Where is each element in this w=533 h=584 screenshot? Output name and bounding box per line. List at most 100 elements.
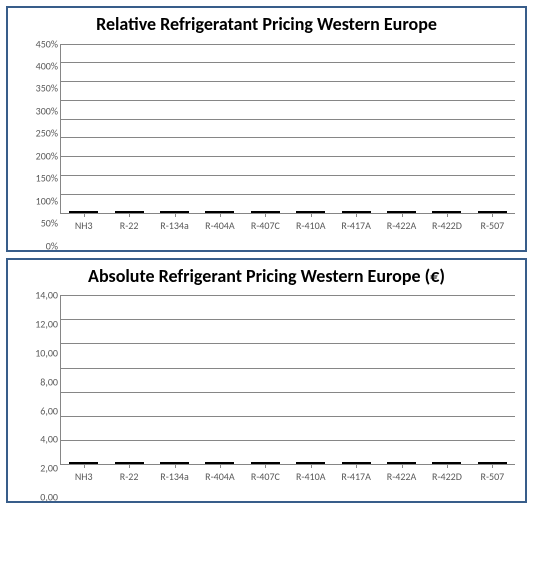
x-tick: [447, 213, 448, 217]
y-axis-label: 450%: [20, 37, 58, 50]
gridline: [61, 319, 515, 320]
gridline: [61, 368, 515, 369]
y-axis-label: 200%: [20, 149, 58, 162]
gridline: [61, 44, 515, 45]
bar-slot: R-422A: [379, 211, 424, 213]
x-tick: [175, 213, 176, 217]
x-tick: [492, 213, 493, 217]
y-axis-label: 150%: [20, 172, 58, 185]
x-axis-label: R-407C: [251, 219, 280, 232]
bar-slot: R-422D: [424, 211, 469, 213]
y-axis-label: 4,00: [20, 433, 58, 446]
bars-container: NH3R-22R-134aR-404AR-407CR-410AR-417AR-4…: [61, 295, 515, 464]
plot-area: NH3R-22R-134aR-404AR-407CR-410AR-417AR-4…: [60, 295, 515, 465]
x-axis-label: NH3: [75, 219, 93, 232]
x-tick: [129, 464, 130, 468]
gridline: [61, 175, 515, 176]
plot-area: NH3R-22R-134aR-404AR-407CR-410AR-417AR-4…: [60, 44, 515, 214]
y-axis-label: 14,00: [20, 289, 58, 302]
y-axis-label: 0,00: [20, 491, 58, 504]
gridline: [61, 194, 515, 195]
x-tick: [311, 213, 312, 217]
bar-slot: R-410A: [288, 462, 333, 464]
gridline: [61, 100, 515, 101]
chart-relative-pricing: Relative Refrigeratant Pricing Western E…: [6, 6, 527, 252]
y-axis-label: 8,00: [20, 375, 58, 388]
x-tick: [356, 464, 357, 468]
bar-slot: R-422A: [379, 462, 424, 464]
gridline: [61, 440, 515, 441]
x-tick: [356, 213, 357, 217]
bar-slot: R-410A: [288, 211, 333, 213]
y-axis-label: 2,00: [20, 462, 58, 475]
x-axis-label: R-134a: [160, 470, 189, 483]
x-axis-label: R-417A: [341, 219, 370, 232]
x-axis-label: R-422A: [387, 470, 416, 483]
bars-container: NH3R-22R-134aR-404AR-407CR-410AR-417AR-4…: [61, 44, 515, 213]
gridline: [61, 156, 515, 157]
bar-slot: R-417A: [333, 211, 378, 213]
gridline: [61, 416, 515, 417]
bar-slot: R-417A: [333, 462, 378, 464]
x-tick: [84, 464, 85, 468]
y-axis-label: 400%: [20, 60, 58, 73]
bar-slot: R-404A: [197, 462, 242, 464]
x-tick: [84, 213, 85, 217]
x-tick: [265, 464, 266, 468]
y-axis-label: 300%: [20, 104, 58, 117]
x-axis-label: NH3: [75, 470, 93, 483]
x-axis-label: R-407C: [251, 470, 280, 483]
x-axis-label: R-417A: [341, 470, 370, 483]
bar-slot: R-134a: [152, 211, 197, 213]
plot-wrap: NH3R-22R-134aR-404AR-407CR-410AR-417AR-4…: [18, 44, 515, 246]
chart-absolute-pricing: Absolute Refrigerant Pricing Western Eur…: [6, 258, 527, 504]
plot-wrap: NH3R-22R-134aR-404AR-407CR-410AR-417AR-4…: [18, 295, 515, 497]
gridline: [61, 119, 515, 120]
x-tick: [129, 213, 130, 217]
bar-slot: R-507: [470, 462, 515, 464]
bar-slot: R-507: [470, 211, 515, 213]
bar-slot: R-22: [106, 462, 151, 464]
x-axis-label: R-22: [120, 470, 139, 483]
x-axis-label: R-404A: [205, 470, 234, 483]
x-tick: [402, 213, 403, 217]
x-axis-label: R-134a: [160, 219, 189, 232]
y-axis-label: 10,00: [20, 346, 58, 359]
x-axis-label: R-410A: [296, 219, 325, 232]
bar-slot: R-134a: [152, 462, 197, 464]
chart-title: Relative Refrigeratant Pricing Western E…: [18, 14, 515, 36]
gridline: [61, 392, 515, 393]
x-tick: [175, 464, 176, 468]
x-axis-label: R-410A: [296, 470, 325, 483]
chart-title: Absolute Refrigerant Pricing Western Eur…: [18, 266, 515, 288]
bar-slot: R-422D: [424, 462, 469, 464]
bar-slot: R-407C: [243, 462, 288, 464]
gridline: [61, 62, 515, 63]
y-axis-label: 12,00: [20, 318, 58, 331]
x-axis-label: R-422D: [432, 470, 462, 483]
x-tick: [265, 213, 266, 217]
bar-slot: NH3: [61, 211, 106, 213]
y-axis-label: 350%: [20, 82, 58, 95]
x-axis-label: R-22: [120, 219, 139, 232]
x-axis-label: R-507: [481, 470, 505, 483]
y-axis-label: 250%: [20, 127, 58, 140]
gridline: [61, 295, 515, 296]
x-axis-label: R-404A: [205, 219, 234, 232]
x-tick: [220, 464, 221, 468]
y-axis-label: 100%: [20, 194, 58, 207]
x-axis-label: R-422A: [387, 219, 416, 232]
gridline: [61, 343, 515, 344]
y-axis-label: 6,00: [20, 404, 58, 417]
gridline: [61, 81, 515, 82]
x-tick: [447, 464, 448, 468]
x-tick: [220, 213, 221, 217]
y-axis-label: 0%: [20, 239, 58, 252]
bar-slot: R-407C: [243, 211, 288, 213]
x-tick: [311, 464, 312, 468]
x-axis-label: R-422D: [432, 219, 462, 232]
gridline: [61, 137, 515, 138]
bar-slot: R-404A: [197, 211, 242, 213]
x-tick: [402, 464, 403, 468]
y-axis-label: 50%: [20, 217, 58, 230]
